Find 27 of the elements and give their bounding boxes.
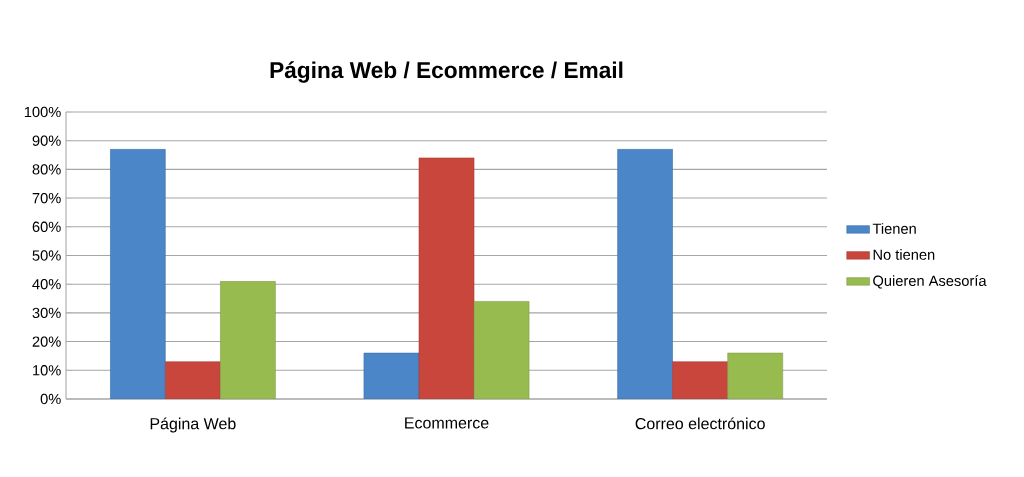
- y-tick-label: 90%: [32, 135, 61, 146]
- bar: [672, 361, 728, 399]
- bar: [727, 352, 784, 399]
- legend-label: Tienen: [872, 223, 916, 234]
- bar: [617, 149, 673, 399]
- y-tick-label: 0%: [40, 393, 61, 405]
- y-tick-label: 40%: [32, 279, 61, 290]
- bar: [363, 352, 420, 399]
- y-tick-label: 10%: [33, 365, 61, 376]
- y-tick-label: 50%: [32, 250, 61, 261]
- legend-label: Quieren Asesoría: [873, 275, 987, 289]
- bar: [110, 149, 166, 399]
- legend-label: No tienen: [873, 249, 935, 260]
- y-tick-label: 70%: [32, 192, 61, 204]
- y-tick-label: 20%: [32, 336, 61, 347]
- y-tick-label: 60%: [32, 221, 61, 232]
- chart-title: Página Web / Ecommerce / Email: [270, 61, 623, 83]
- x-tick-label: Ecommerce: [405, 417, 489, 429]
- y-tick-label: 30%: [32, 307, 61, 319]
- bar: [165, 361, 221, 399]
- y-tick-label: 80%: [32, 164, 61, 175]
- bar: [473, 301, 530, 399]
- x-tick-label: Correo electrónico: [635, 417, 765, 430]
- bar: [418, 157, 475, 399]
- x-tick-label: Página Web: [150, 417, 236, 433]
- y-tick-label: 100%: [24, 106, 61, 118]
- bar: [220, 281, 276, 399]
